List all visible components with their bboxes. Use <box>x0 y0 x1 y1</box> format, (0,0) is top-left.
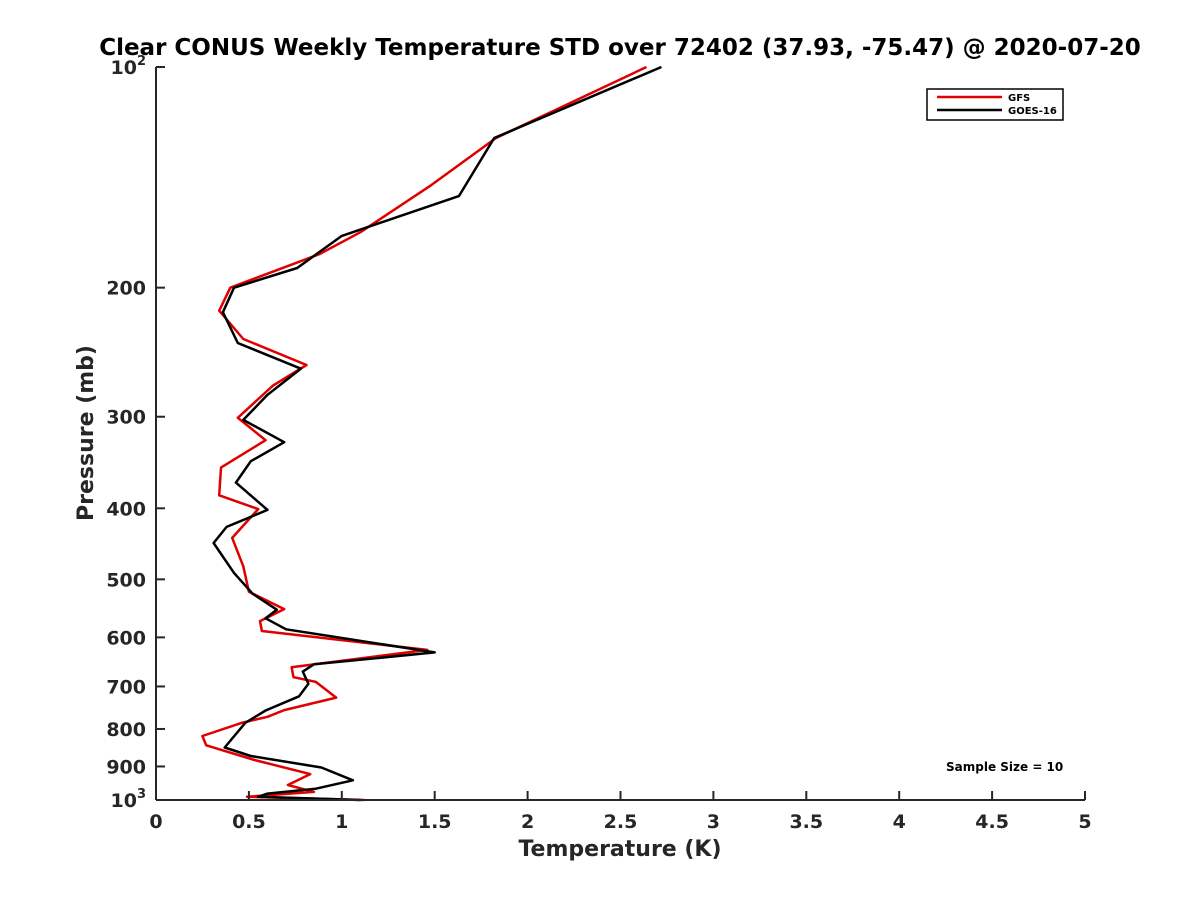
x-tick-label: 1.5 <box>418 811 452 833</box>
y-tick-label: 400 <box>106 498 146 520</box>
x-tick-label: 1 <box>335 811 348 833</box>
series-line-goes16 <box>212 65 662 802</box>
series-line-gfs <box>201 65 648 802</box>
y-axis-label: Pressure (mb) <box>74 345 99 521</box>
x-tick-label: 4.5 <box>975 811 1009 833</box>
y-tick-label: 700 <box>106 676 146 698</box>
y-tick-label: 300 <box>106 407 146 429</box>
plot-area <box>156 67 1085 800</box>
y-tick-label: 800 <box>106 719 146 741</box>
sample-size-annotation: Sample Size = 10 <box>946 760 1063 774</box>
series-layer <box>201 65 662 802</box>
x-tick-label: 0 <box>149 811 162 833</box>
y-tick-label: 200 <box>106 278 146 300</box>
x-tick-label: 5 <box>1078 811 1091 833</box>
legend-label-gfs: GFS <box>1008 93 1030 104</box>
legend-box <box>926 88 1064 121</box>
x-tick-label: 0.5 <box>232 811 266 833</box>
y-tick-label: 102 <box>111 54 147 79</box>
legend: GFS GOES-16 <box>926 88 1064 121</box>
x-tick-label: 2 <box>521 811 534 833</box>
y-tick-label: 500 <box>106 569 146 591</box>
x-tick-label: 4 <box>893 811 906 833</box>
x-tick-label: 3.5 <box>789 811 823 833</box>
x-tick-label: 3 <box>707 811 720 833</box>
y-ticks: 102 200 300 400 500 600 700 800 900 103 <box>106 54 165 812</box>
y-tick-label: 900 <box>106 756 146 778</box>
y-tick-label: 103 <box>111 787 147 812</box>
y-tick-label: 600 <box>106 627 146 649</box>
x-tick-label: 2.5 <box>604 811 638 833</box>
legend-label-goes16: GOES-16 <box>1008 106 1057 117</box>
x-ticks: 0 0.5 1 1.5 2 2.5 3 3.5 4 4.5 5 <box>149 791 1092 833</box>
chart-title: Clear CONUS Weekly Temperature STD over … <box>99 35 1141 61</box>
x-axis-label: Temperature (K) <box>518 837 721 862</box>
